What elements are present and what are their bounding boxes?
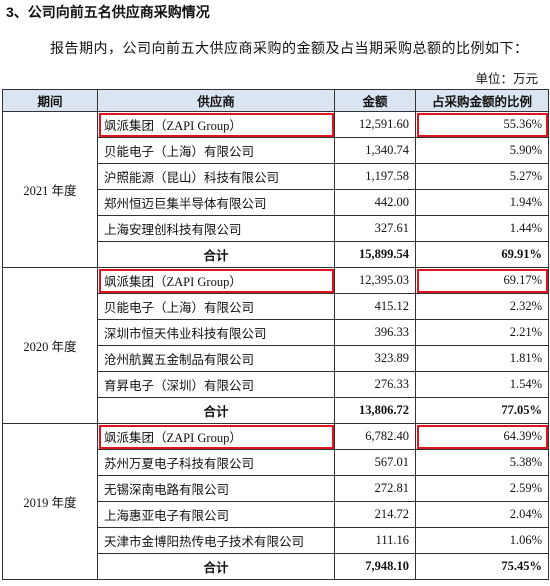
supplier-table: 期间 供应商 金额 占采购金额的比例 2021 年度 飒派集团（ZAPI Group） 1…: [2, 89, 549, 580]
supplier: 飒派集团（ZAPI Group）: [97, 423, 335, 450]
table-row: 育昇电子（深圳）有限公司 276.33 1.54%: [3, 371, 549, 398]
ratio: 5.27%: [415, 163, 549, 190]
total-amount: 13,806.72: [334, 397, 416, 424]
period: 2021 年度: [2, 111, 98, 268]
supplier: 贝能电子（上海）有限公司: [97, 137, 335, 164]
table-row: 沪照能源（昆山）科技有限公司 1,197.58 5.27%: [3, 163, 549, 190]
supplier: 上海安理创科技有限公司: [97, 215, 335, 242]
column-header: 占采购金额的比例: [415, 89, 549, 112]
table-row: 2019 年度 飒派集团（ZAPI Group） 6,782.40 64.39%: [2, 423, 549, 580]
heading: 3、公司向前五名供应商采购情况: [6, 4, 210, 20]
column-header: 期间: [2, 89, 98, 112]
total-label: 合计: [97, 397, 335, 424]
ratio: 2.21%: [415, 319, 549, 346]
supplier: 上海惠亚电子有限公司: [97, 501, 335, 528]
ratio: 1.54%: [415, 371, 549, 398]
column-header: 金额: [334, 89, 416, 112]
table-row: 2020 年度 飒派集团（ZAPI Group） 12,395.03 69.17%: [2, 267, 549, 424]
ratio: 69.17%: [415, 267, 549, 294]
amount: 1,197.58: [334, 163, 416, 190]
amount: 323.89: [334, 345, 416, 372]
ratio: 2.32%: [415, 293, 549, 320]
intro: 报告期内，公司向前五大供应商采购的金额及占当期采购总额的比例如下：: [50, 42, 529, 57]
table-row: 2021 年度 飒派集团（ZAPI Group） 12,591.60 55.36%: [2, 111, 549, 268]
supplier: 贝能电子（上海）有限公司: [97, 293, 335, 320]
total-label: 合计: [97, 553, 335, 580]
amount: 396.33: [334, 319, 416, 346]
supplier: 飒派集团（ZAPI Group）: [97, 111, 335, 138]
amount: 214.72: [334, 501, 416, 528]
amount: 415.12: [334, 293, 416, 320]
total-row: 合计 13,806.72 77.05%: [3, 397, 549, 424]
amount: 272.81: [334, 475, 416, 502]
total-label: 合计: [97, 241, 335, 268]
supplier: 育昇电子（深圳）有限公司: [97, 371, 335, 398]
supplier: 郑州恒迈巨集半导体有限公司: [97, 189, 335, 216]
table-row: 郑州恒迈巨集半导体有限公司 442.00 1.94%: [3, 189, 549, 216]
ratio: 1.94%: [415, 189, 549, 216]
amount: 276.33: [334, 371, 416, 398]
table-row: 沧州航翼五金制品有限公司 323.89 1.81%: [3, 345, 549, 372]
supplier: 沧州航翼五金制品有限公司: [97, 345, 335, 372]
amount: 327.61: [334, 215, 416, 242]
amount: 12,591.60: [334, 111, 416, 138]
period: 2020 年度: [2, 267, 98, 424]
ratio: 2.59%: [415, 475, 549, 502]
supplier: 沪照能源（昆山）科技有限公司: [97, 163, 335, 190]
total-row: 合计 15,899.54 69.91%: [3, 241, 549, 268]
amount: 1,340.74: [334, 137, 416, 164]
table-row: 贝能电子（上海）有限公司 1,340.74 5.90%: [3, 137, 549, 164]
supplier: 飒派集团（ZAPI Group）: [97, 267, 335, 294]
ratio: 2.04%: [415, 501, 549, 528]
total-ratio: 77.05%: [415, 397, 549, 424]
total-amount: 7,948.10: [334, 553, 416, 580]
period: 2019 年度: [2, 423, 98, 580]
total-amount: 15,899.54: [334, 241, 416, 268]
total-row: 合计 7,948.10 75.45%: [3, 553, 549, 580]
total-ratio: 75.45%: [415, 553, 549, 580]
table-row: 深圳市恒天伟业科技有限公司 396.33 2.21%: [3, 319, 549, 346]
ratio: 1.81%: [415, 345, 549, 372]
table-row: 上海安理创科技有限公司 327.61 1.44%: [3, 215, 549, 242]
total-ratio: 69.91%: [415, 241, 549, 268]
amount: 111.16: [334, 527, 416, 554]
table-row: 贝能电子（上海）有限公司 415.12 2.32%: [3, 293, 549, 320]
amount: 567.01: [334, 449, 416, 476]
supplier: 无锡深南电路有限公司: [97, 475, 335, 502]
ratio: 1.44%: [415, 215, 549, 242]
amount: 442.00: [334, 189, 416, 216]
header-row: 期间 供应商 金额 占采购金额的比例: [2, 89, 549, 112]
ratio: 5.90%: [415, 137, 549, 164]
supplier: 深圳市恒天伟业科技有限公司: [97, 319, 335, 346]
amount: 6,782.40: [334, 423, 416, 450]
table-row: 苏州万夏电子科技有限公司 567.01 5.38%: [3, 449, 549, 476]
ratio: 5.38%: [415, 449, 549, 476]
supplier: 苏州万夏电子科技有限公司: [97, 449, 335, 476]
ratio: 64.39%: [415, 423, 549, 450]
unit: 单位：万元: [475, 72, 538, 86]
ratio: 1.06%: [415, 527, 549, 554]
ratio: 55.36%: [415, 111, 549, 138]
amount: 12,395.03: [334, 267, 416, 294]
column-header: 供应商: [97, 89, 335, 112]
supplier: 天津市金博阳热传电子技术有限公司: [97, 527, 335, 554]
